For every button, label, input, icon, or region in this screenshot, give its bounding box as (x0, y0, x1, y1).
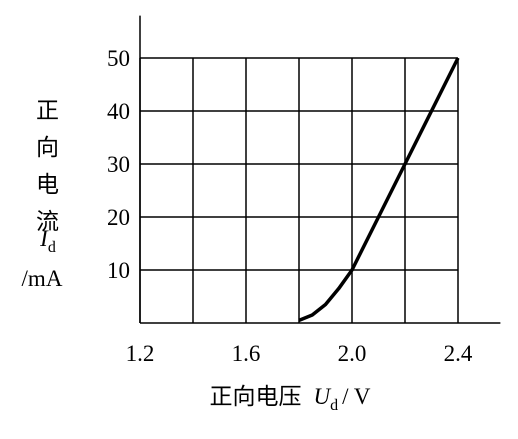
x-axis-symbol-subscript: d (330, 397, 338, 414)
data-line (298, 57, 460, 322)
y-tick-label: 30 (107, 152, 130, 177)
y-axis-symbol: Id (39, 226, 56, 256)
y-axis-symbol-letter: I (39, 226, 49, 251)
y-tick-label: 20 (107, 205, 130, 230)
x-axis-label-text: 正向电压 (210, 384, 302, 409)
y-axis-symbol-subscript: d (48, 239, 56, 256)
y-axis-label: 正向电流 (33, 98, 60, 246)
x-tick-label: 2.0 (338, 341, 367, 366)
y-axis-unit: /mA (22, 266, 63, 291)
x-tick-label: 1.6 (232, 341, 261, 366)
x-axis-label: 正向电压 Ud / V (210, 384, 371, 414)
y-tick-label: 50 (107, 46, 130, 71)
x-tick-label: 2.4 (444, 341, 473, 366)
y-tick-label: 40 (107, 99, 130, 124)
x-tick-label: 1.2 (126, 341, 155, 366)
x-axis-symbol: U (314, 384, 332, 409)
x-axis-unit: / V (342, 384, 371, 409)
y-tick-label: 10 (107, 258, 130, 283)
